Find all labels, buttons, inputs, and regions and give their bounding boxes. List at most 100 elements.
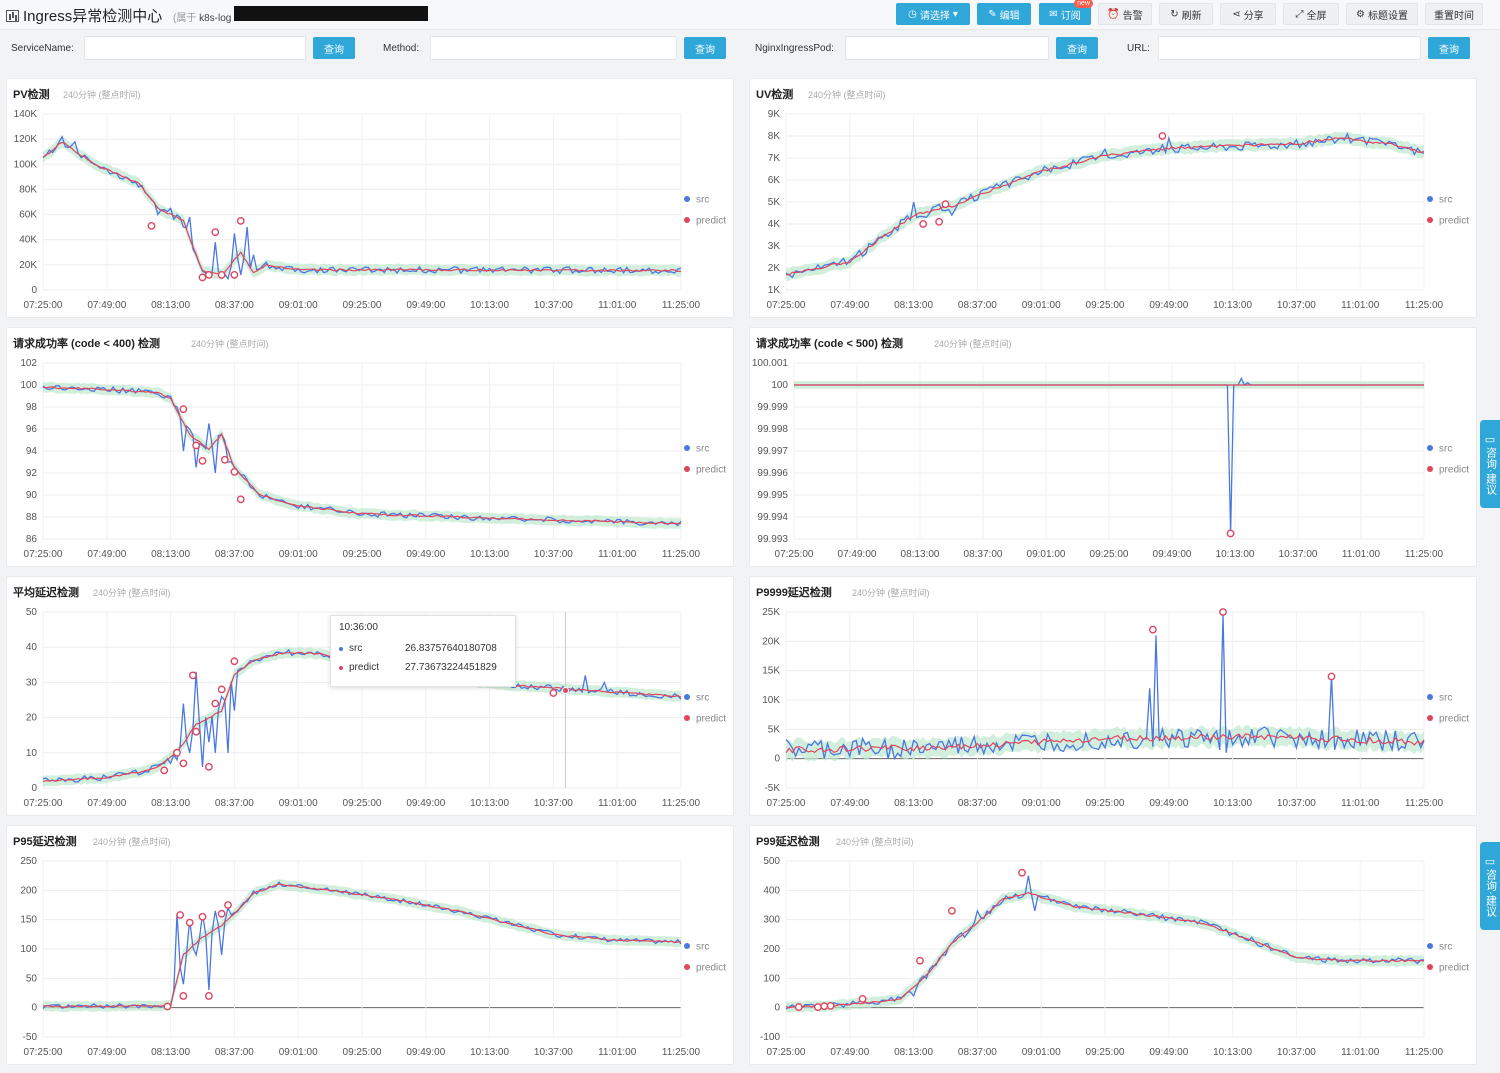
panel-meta: 240分钟 (整点时间) (93, 837, 171, 847)
avg-latency-chart[interactable]: 50 40 30 20 10 0 07:25:00 07:49:00 08:13:00 08:37… (7, 577, 735, 817)
success-rate-400-chart[interactable]: 102 100 98 96 94 92 90 88 86 07:25:00 07:49:00 08:1… (7, 328, 735, 568)
x-tick-label: 07:49:00 (838, 549, 877, 560)
x-tick-label: 11:01:00 (1341, 300, 1380, 311)
y-tick-label: 120K (14, 134, 38, 145)
share-button[interactable]: ⋖ 分享 (1220, 3, 1276, 25)
x-tick-label: 09:49:00 (1149, 300, 1188, 311)
x-tick-label: 08:13:00 (894, 300, 933, 311)
x-tick-label: 10:13:00 (470, 300, 509, 311)
x-tick-label: 11:25:00 (1405, 549, 1444, 560)
p95-latency-chart[interactable]: 250 200 150 100 50 0 -50 07:25:00 07:49:00 08:13:… (7, 826, 735, 1066)
y-tick-label: -50 (23, 1032, 38, 1043)
y-tick-label: 94 (26, 446, 38, 457)
y-tick-label: 80K (19, 184, 37, 195)
x-tick-label: 10:13:00 (1216, 549, 1255, 560)
panel-title: P9999延迟检测 (756, 587, 832, 599)
select-dropdown-button[interactable]: ◷ 请选择 ▾ (896, 3, 970, 25)
uv-chart[interactable]: 9K 8K 7K 6K 5K 4K 3K 2K 1K 07:25:00 07:49:00 08:13:… (750, 79, 1478, 319)
x-tick-label: 11:25:00 (662, 798, 701, 809)
service-name-query-button[interactable]: 查询 (313, 37, 355, 59)
anomaly-point (179, 992, 188, 1000)
x-tick-label: 10:37:00 (534, 549, 573, 560)
legend-src-label: src (1439, 195, 1452, 206)
x-tick-label: 07:49:00 (830, 300, 869, 311)
anomaly-point (192, 441, 201, 450)
feedback-tab-label: 咨询·建议 (1484, 868, 1497, 917)
feedback-tab[interactable]: ▭ 咨询·建议 (1480, 420, 1500, 508)
y-tick-label: 25K (762, 607, 780, 618)
new-badge: new (1074, 0, 1093, 8)
confidence-band (786, 131, 1424, 282)
anomaly-point (916, 956, 924, 965)
src-series-line (42, 881, 682, 1009)
nginx-pod-input[interactable] (845, 36, 1049, 60)
tooltip-series-name: predict (349, 662, 380, 673)
legend-predict-label: predict (1439, 216, 1469, 227)
x-tick-label: 11:01:00 (1341, 1047, 1380, 1058)
panel-success-rate-500: 请求成功率 (code < 500) 检测 240分钟 (整点时间) 100.0… (749, 327, 1477, 567)
legend-predict-marker (684, 466, 690, 472)
x-tick-label: 07:25:00 (24, 549, 63, 560)
x-tick-label: 11:25:00 (662, 549, 701, 560)
legend-predict-marker (1427, 466, 1433, 472)
success-rate-500-chart[interactable]: 100.001 100 99.999 99.998 99.997 99.996 99.995… (750, 328, 1478, 568)
anomaly-point (1219, 608, 1227, 616)
url-query-button[interactable]: 查询 (1428, 37, 1470, 59)
nginx-pod-query-button[interactable]: 查询 (1056, 37, 1098, 59)
url-input[interactable] (1158, 36, 1421, 60)
y-tick-label: 9K (768, 109, 781, 120)
x-tick-label: 09:25:00 (1086, 798, 1125, 809)
y-tick-label: 99.999 (757, 402, 788, 413)
breadcrumb-project[interactable]: k8s-log (199, 13, 232, 24)
y-tick-label: 102 (20, 358, 37, 369)
y-tick-label: 88 (26, 512, 38, 523)
pv-chart[interactable]: 140K 120K 100K 80K 60K 40K 20K 0 07:25:00 07:49:0… (7, 79, 735, 319)
y-tick-label: 100 (771, 380, 788, 391)
anomaly-point (230, 467, 239, 476)
reset-time-label: 重置时间 (1434, 10, 1474, 22)
anomaly-point (192, 727, 201, 736)
y-tick-label: 98 (26, 402, 38, 413)
x-tick-label: 10:37:00 (1277, 798, 1316, 809)
y-tick-label: 140K (14, 109, 38, 120)
anomaly-point (935, 217, 944, 226)
x-tick-label: 09:01:00 (1027, 549, 1066, 560)
fullscreen-button[interactable]: ⤢ 全屏 (1283, 3, 1339, 25)
caret-down-icon: ▾ (952, 8, 958, 20)
title-settings-button[interactable]: ⚙ 标题设置 (1346, 3, 1418, 25)
anomaly-point (230, 657, 239, 666)
x-tick-label: 11:01:00 (1341, 798, 1380, 809)
x-tick-label: 09:49:00 (406, 300, 445, 311)
p99-latency-chart[interactable]: 500 400 300 200 100 0 -100 07:25:00 07:49:00 08:1… (750, 826, 1478, 1066)
method-query-button[interactable]: 查询 (684, 37, 726, 59)
edit-button[interactable]: ✎ 编辑 (977, 3, 1031, 25)
x-tick-label: 09:01:00 (279, 300, 318, 311)
x-tick-label: 10:37:00 (534, 1047, 573, 1058)
reset-time-button[interactable]: 重置时间 (1425, 3, 1483, 25)
feedback-tab[interactable]: ▭ 咨询·建议 (1480, 842, 1500, 930)
method-input[interactable] (430, 36, 677, 60)
x-tick-label: 09:49:00 (406, 798, 445, 809)
subscribe-button[interactable]: ✉ 订阅 new (1039, 0, 1093, 25)
p9999-latency-chart[interactable]: 25K 20K 15K 10K 5K 0 -5K 07:25:00 07:49:00 08:13:… (750, 577, 1478, 817)
y-tick-label: 0 (31, 783, 37, 794)
service-name-input[interactable] (84, 36, 306, 60)
y-tick-label: 5K (768, 724, 781, 735)
alert-button[interactable]: ⏰ 告警 (1098, 3, 1152, 25)
x-tick-label: 08:13:00 (151, 1047, 190, 1058)
x-tick-label: 10:13:00 (1213, 300, 1252, 311)
panel-title: 请求成功率 (code < 400) 检测 (13, 338, 161, 350)
refresh-button[interactable]: ↻ 刷新 (1159, 3, 1213, 25)
y-tick-label: 10 (26, 748, 38, 759)
gear-icon: ⚙ (1356, 8, 1365, 20)
y-tick-label: 3K (768, 241, 781, 252)
legend-predict-marker (684, 217, 690, 223)
y-tick-label: 90 (26, 490, 38, 501)
legend-src-marker (1427, 445, 1433, 451)
y-tick-label: 99.997 (757, 446, 788, 457)
anomaly-point (1226, 529, 1235, 538)
top-bar: Ingress异常检测中心 (属于 k8s-log ◷ 请选择 ▾ ✎ 编辑 ✉… (0, 0, 1500, 30)
anomaly-point (185, 918, 194, 927)
y-tick-label: 20K (19, 260, 37, 271)
legend-predict-label: predict (696, 714, 726, 725)
